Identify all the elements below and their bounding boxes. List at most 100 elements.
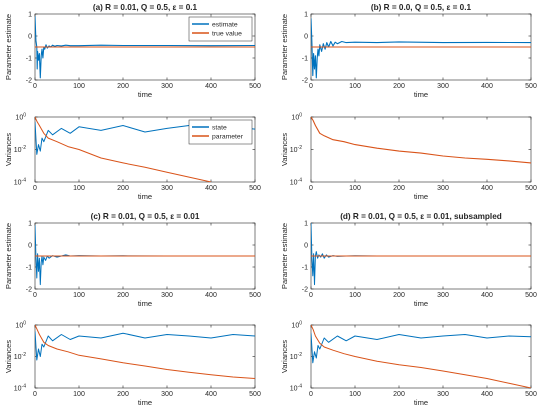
x-tick-label: 0 (33, 391, 37, 398)
y-tick-label: 0 (28, 243, 32, 250)
y-tick-label: 1 (28, 221, 32, 228)
y-tick-label: 10-4 (290, 384, 302, 393)
x-tick-label: 400 (481, 83, 493, 90)
x-tick-label: 400 (205, 83, 217, 90)
y-axis-label: Parameter estimate (280, 223, 289, 289)
y-tick-label: -1 (302, 265, 308, 272)
x-tick-label: 0 (33, 292, 37, 299)
y-tick-label: 0 (304, 34, 308, 41)
x-axis-label: time (138, 299, 152, 308)
x-tick-label: 100 (73, 83, 85, 90)
x-tick-label: 200 (393, 391, 405, 398)
y-axis-label: Variances (4, 340, 13, 373)
y-tick-label: -2 (302, 78, 308, 85)
chart-panel-4: 0 100 200 300 400 500 10-4 10-2 100 time Variances (280, 113, 537, 202)
x-tick-label: 0 (309, 292, 313, 299)
x-tick-label: 400 (205, 292, 217, 299)
x-tick-label: 100 (349, 83, 361, 90)
legend-box (188, 119, 253, 145)
x-axis-label: time (138, 90, 152, 99)
x-tick-label: 300 (161, 185, 173, 192)
series-line-1 (311, 117, 531, 164)
x-tick-label: 300 (437, 292, 449, 299)
x-tick-label: 500 (249, 391, 261, 398)
x-tick-label: 300 (437, 185, 449, 192)
x-tick-label: 500 (525, 292, 537, 299)
legend-label: parameter (212, 134, 244, 141)
y-axis-label: Parameter estimate (4, 223, 13, 289)
x-tick-label: 500 (249, 83, 261, 90)
x-tick-label: 200 (117, 83, 129, 90)
x-tick-label: 500 (249, 185, 261, 192)
y-tick-label: -2 (26, 287, 32, 294)
x-tick-label: 200 (117, 391, 129, 398)
series-line-1 (311, 18, 531, 79)
x-tick-label: 100 (73, 185, 85, 192)
x-tick-label: 0 (33, 185, 37, 192)
series-line-1 (311, 333, 531, 364)
chart-title: (d) R = 0.01, Q = 0.5, ε = 0.01, subsamp… (340, 212, 502, 221)
x-tick-label: 300 (161, 391, 173, 398)
chart-title: (a) R = 0.01, Q = 0.5, ε = 0.1 (93, 3, 198, 12)
x-tick-label: 0 (309, 83, 313, 90)
x-tick-label: 500 (525, 185, 537, 192)
y-tick-label: 0 (304, 243, 308, 250)
x-tick-label: 0 (33, 83, 37, 90)
y-tick-label: 10-4 (14, 178, 26, 187)
x-tick-label: 200 (117, 185, 129, 192)
y-tick-label: -1 (26, 56, 32, 63)
y-tick-label: 1 (304, 12, 308, 19)
y-tick-label: -2 (302, 287, 308, 294)
y-axis-label: Variances (280, 340, 289, 373)
axes-box (34, 324, 256, 389)
x-tick-label: 100 (349, 391, 361, 398)
series-line-1 (35, 331, 255, 361)
x-tick-label: 500 (525, 391, 537, 398)
series-line-2 (35, 325, 255, 379)
y-tick-label: 10-2 (14, 145, 26, 154)
y-tick-label: 100 (15, 113, 26, 122)
legend-label: estimate (212, 22, 238, 29)
y-tick-label: -1 (302, 56, 308, 63)
y-tick-label: 1 (304, 221, 308, 228)
x-tick-label: 100 (73, 292, 85, 299)
x-axis-label: time (414, 192, 428, 201)
axes-box (310, 324, 532, 389)
chart-panel-1: 0 100 200 300 400 500 -2 -1 0 1 (a) R = 0.01, Q = … (4, 3, 261, 99)
series-line-1 (311, 223, 531, 286)
y-axis-label: Parameter estimate (280, 14, 289, 80)
x-tick-label: 200 (117, 292, 129, 299)
y-tick-label: 10-2 (14, 352, 26, 361)
y-tick-label: 100 (291, 113, 302, 122)
x-tick-label: 400 (481, 292, 493, 299)
x-tick-label: 200 (393, 185, 405, 192)
series-line-2 (311, 325, 531, 388)
x-tick-label: 100 (349, 292, 361, 299)
x-tick-label: 0 (309, 185, 313, 192)
chart-panel-6: 0 100 200 300 400 500 -2 -1 0 1 (d) R = 0.01, Q = … (280, 212, 537, 308)
y-tick-label: 1 (28, 12, 32, 19)
x-tick-label: 500 (249, 292, 261, 299)
x-tick-label: 200 (393, 83, 405, 90)
x-tick-label: 0 (309, 391, 313, 398)
x-tick-label: 300 (437, 391, 449, 398)
x-tick-label: 300 (161, 292, 173, 299)
chart-panel-7: 0 100 200 300 400 500 10-4 10-2 100 time Variances (4, 321, 261, 408)
y-tick-label: -2 (26, 78, 32, 85)
y-tick-label: -1 (26, 265, 32, 272)
x-tick-label: 300 (437, 83, 449, 90)
x-axis-label: time (138, 192, 152, 201)
y-tick-label: 10-2 (290, 352, 302, 361)
x-tick-label: 400 (205, 391, 217, 398)
x-tick-label: 200 (393, 292, 405, 299)
legend-label: state (212, 125, 227, 132)
legend: estimate true value (188, 16, 253, 42)
legend: state parameter (188, 119, 253, 145)
x-axis-label: time (414, 299, 428, 308)
chart-title: (b) R = 0.0, Q = 0.5, ε = 0.1 (371, 3, 472, 12)
y-axis-label: Parameter estimate (4, 14, 13, 80)
legend-label: true value (212, 31, 242, 38)
y-tick-label: 10-2 (290, 145, 302, 154)
x-axis-label: time (414, 90, 428, 99)
x-tick-label: 100 (349, 185, 361, 192)
